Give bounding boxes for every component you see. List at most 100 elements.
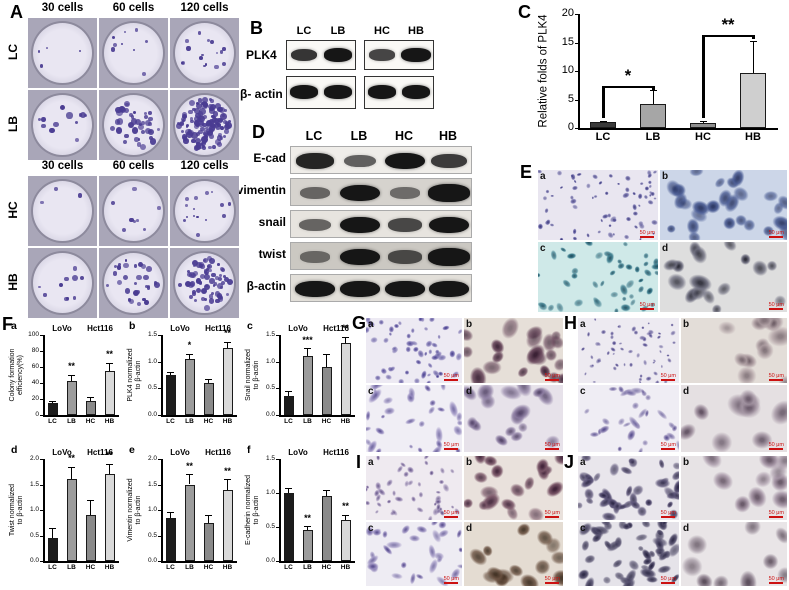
colony [214,123,221,130]
colony [215,299,220,304]
bar [47,538,58,561]
stained-cell [631,223,640,231]
colony [217,282,223,289]
stained-cell [418,367,430,382]
group-label: LoVo [170,448,190,457]
stained-cell [642,496,654,508]
stained-cell [380,335,391,346]
stained-cell [647,189,654,196]
stained-cell [614,259,627,272]
column-header-30-cells: 30 cells [41,160,84,172]
stained-cell [597,509,620,520]
colony [122,140,128,145]
colony [217,263,220,266]
stained-cell [637,202,643,208]
colony [133,264,138,269]
stained-cell [389,343,399,353]
colony [220,202,225,208]
colony [212,111,218,117]
stained-cell [546,326,563,346]
stained-cell [401,469,412,480]
stained-cell [622,261,635,273]
blot-row-label-actin: β- actin [240,87,283,101]
stained-cell [643,574,661,585]
error-bar [652,90,654,105]
y-tick-label: 1.0 [265,357,275,365]
stained-cell [666,353,671,358]
stained-cell [667,466,679,485]
colony [38,117,42,122]
stained-cell [531,456,554,480]
error-bar [752,40,754,73]
stained-cell [519,319,549,347]
row-label-lc: LC [6,44,20,60]
colony [194,196,199,201]
stained-cell [608,290,621,300]
y-tick [276,415,279,416]
colony [200,126,205,132]
culture-well [31,179,94,243]
x-axis [161,415,237,417]
colony-dish [170,90,239,160]
colony [208,107,215,114]
colony [136,219,139,222]
bar [321,367,332,415]
y-axis [279,335,281,416]
stained-cell [640,335,648,344]
y-axis [578,14,580,129]
scale-bar-text: 50 μm [660,441,676,448]
stained-cell [588,522,614,538]
stained-cell [543,206,551,215]
lane-label-hc: HC [394,129,414,143]
stained-cell [611,364,619,373]
mini-chart: 0.0 0.5 1.0 1.5 LC ** LB HC ** HB LoVo Hct116 f E-cad… [245,444,360,584]
column-header-60-cells: 60 cells [112,160,155,172]
micrograph: d 50 μm [681,385,787,452]
stained-cell [416,481,423,489]
stained-cell [730,210,752,231]
error-bar [109,464,110,475]
significance-stars: ** [106,450,113,461]
stained-cell [638,563,652,573]
colony [202,146,207,150]
stained-cell [570,184,581,193]
stained-cell [548,221,556,228]
stained-cell [366,436,382,452]
stained-cell [433,347,442,357]
colony [203,132,209,138]
stained-cell [434,373,440,379]
stained-cell [473,485,508,519]
colony [201,54,204,57]
culture-well [102,21,165,85]
stained-cell [528,385,561,413]
colony [204,269,210,276]
image-letter: c [368,523,374,534]
stained-cell [769,198,787,219]
y-tick-label: 100 [28,331,39,339]
stained-cell [490,429,514,451]
bar [302,530,313,561]
mini-chart: 0 20 40 60 80 100 LC ** LB HC ** HB LoVo Hct116 a Colon… [9,320,124,438]
stained-cell [591,248,607,263]
colony [110,200,116,206]
stained-cell [379,366,390,376]
colony [211,272,217,278]
colony [72,266,78,271]
stained-cell [619,496,637,513]
colony [200,273,206,279]
stained-cell [732,385,765,415]
culture-well [173,21,236,85]
colony [78,112,83,117]
stained-cell [579,345,588,353]
colony [124,133,129,138]
stained-cell [572,229,578,234]
scale-bar-line [444,582,459,584]
colony [120,107,127,114]
y-tick [40,561,43,562]
scale-bar-line [769,448,784,450]
stained-cell [480,456,502,470]
scale-bar-line [769,516,784,518]
protein-band [299,251,331,263]
stained-cell [403,463,417,476]
colony [84,114,88,118]
